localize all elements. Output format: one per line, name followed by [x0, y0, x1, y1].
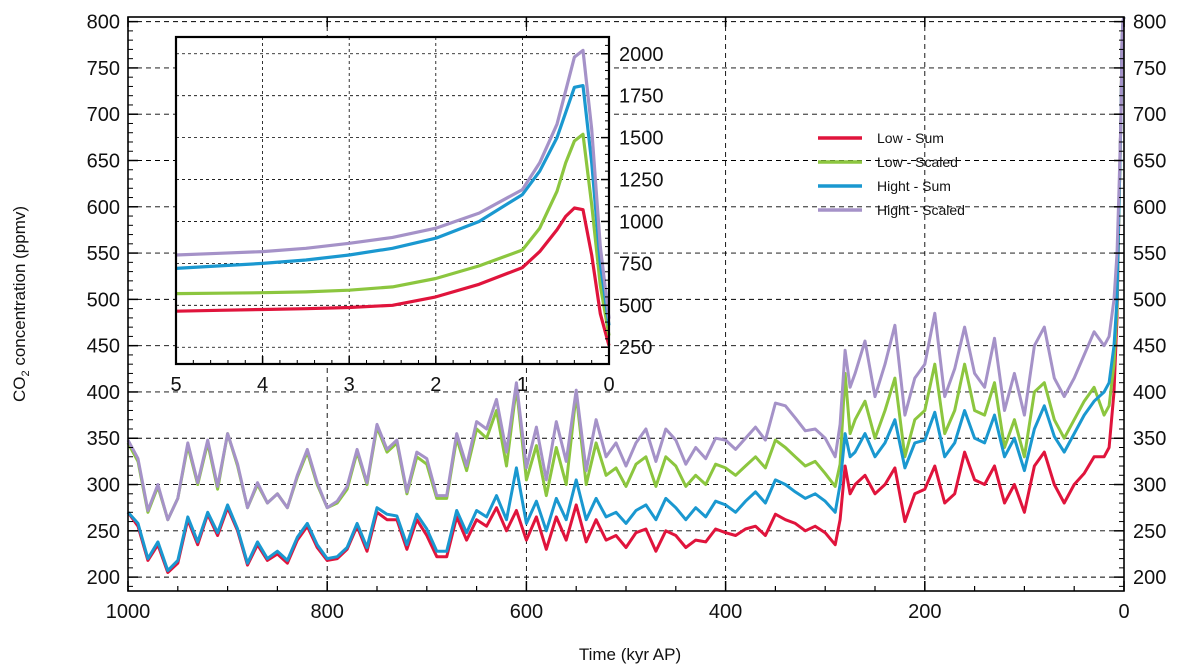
inset-x-tick-label: 5 — [170, 374, 181, 396]
y-axis-title-main: CO — [10, 377, 29, 403]
main-series-line-3 — [126, 16, 1126, 522]
main-x-tick-label: 400 — [709, 601, 742, 623]
main-y-tick-label-left: 350 — [87, 428, 120, 450]
main-y-tick-label-left: 650 — [87, 151, 120, 173]
main-y-tick-label-right: 700 — [1133, 104, 1166, 126]
inset-y-tick-label: 1750 — [619, 86, 664, 108]
legend-label-2: Hight - Sum — [877, 178, 951, 194]
inset-y-tick-label: 1000 — [619, 211, 664, 233]
main-y-tick-label-left: 800 — [87, 12, 120, 34]
main-y-tick-label-right: 800 — [1133, 12, 1166, 34]
legend-label-1: Low - Scaled — [877, 154, 958, 170]
inset-y-tick-label: 1500 — [619, 128, 664, 150]
main-y-tick-label-right: 250 — [1133, 521, 1166, 543]
main-y-tick-label-left: 700 — [87, 104, 120, 126]
inset-x-tick-label: 1 — [517, 374, 528, 396]
legend: Low - Sum Low - Scaled Hight - Sum Hight - … — [818, 130, 965, 218]
main-x-tick-label: 200 — [908, 601, 941, 623]
main-y-tick-label-right: 450 — [1133, 336, 1166, 358]
inset-y-tick-label: 1250 — [619, 170, 664, 192]
main-x-tick-label: 1000 — [106, 601, 151, 623]
main-y-tick-label-left: 750 — [87, 58, 120, 80]
y-axis-title-subscript: 2 — [20, 370, 32, 376]
inset-series-lines — [175, 48, 611, 347]
inset-tick-marks — [175, 44, 610, 364]
inset-x-tick-label: 4 — [257, 374, 268, 396]
main-x-tick-label: 800 — [311, 601, 344, 623]
main-y-tick-label-left: 300 — [87, 475, 120, 497]
main-x-tick-label: 600 — [510, 601, 543, 623]
inset-y-tick-label: 500 — [619, 295, 652, 317]
main-y-tick-label-left: 550 — [87, 243, 120, 265]
main-tick-marks — [127, 17, 1125, 591]
inset-series-line-3 — [175, 48, 611, 319]
inset-y-tick-label: 750 — [619, 253, 652, 275]
main-y-tick-label-right: 750 — [1133, 58, 1166, 80]
main-y-tick-label-right: 500 — [1133, 289, 1166, 311]
x-axis-title: Time (kyr AP) — [579, 645, 681, 664]
legend-label-3: Hight - Scaled — [877, 202, 965, 218]
y-axis-title-rest: concentration (ppmv) — [10, 206, 29, 370]
legend-label-0: Low - Sum — [877, 130, 944, 146]
y-axis-title: CO2 concentration (ppmv) — [10, 206, 32, 402]
inset-background — [176, 37, 609, 364]
main-y-tick-label-left: 500 — [87, 289, 120, 311]
main-y-tick-label-right: 600 — [1133, 197, 1166, 219]
main-y-tick-label-right: 650 — [1133, 151, 1166, 173]
main-y-tick-label-right: 200 — [1133, 567, 1166, 589]
main-x-tick-label: 0 — [1118, 601, 1129, 623]
main-y-tick-label-right: 350 — [1133, 428, 1166, 450]
main-y-tick-label-left: 250 — [87, 521, 120, 543]
inset-series-line-2 — [175, 84, 611, 326]
main-series-line-2 — [126, 16, 1126, 573]
inset-x-tick-label: 2 — [430, 374, 441, 396]
inset-series-line-0 — [175, 206, 611, 347]
inset-x-tick-label: 0 — [603, 374, 614, 396]
main-y-tick-label-right: 550 — [1133, 243, 1166, 265]
main-y-tick-label-left: 600 — [87, 197, 120, 219]
main-y-tick-label-left: 200 — [87, 567, 120, 589]
inset-plot-frame — [174, 35, 611, 366]
inset-series-line-1 — [175, 132, 611, 336]
main-y-tick-label-left: 450 — [87, 336, 120, 358]
main-series-lines — [126, 16, 1126, 574]
inset-y-tick-label: 250 — [619, 337, 652, 359]
inset-x-tick-label: 3 — [344, 374, 355, 396]
main-y-tick-label-right: 400 — [1133, 382, 1166, 404]
main-y-tick-label-left: 400 — [87, 382, 120, 404]
inset-y-tick-label: 2000 — [619, 44, 664, 66]
main-y-tick-label-right: 300 — [1133, 475, 1166, 497]
